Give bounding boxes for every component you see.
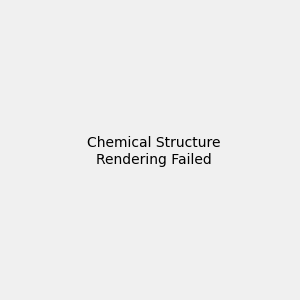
Text: Chemical Structure
Rendering Failed: Chemical Structure Rendering Failed [87, 136, 220, 166]
